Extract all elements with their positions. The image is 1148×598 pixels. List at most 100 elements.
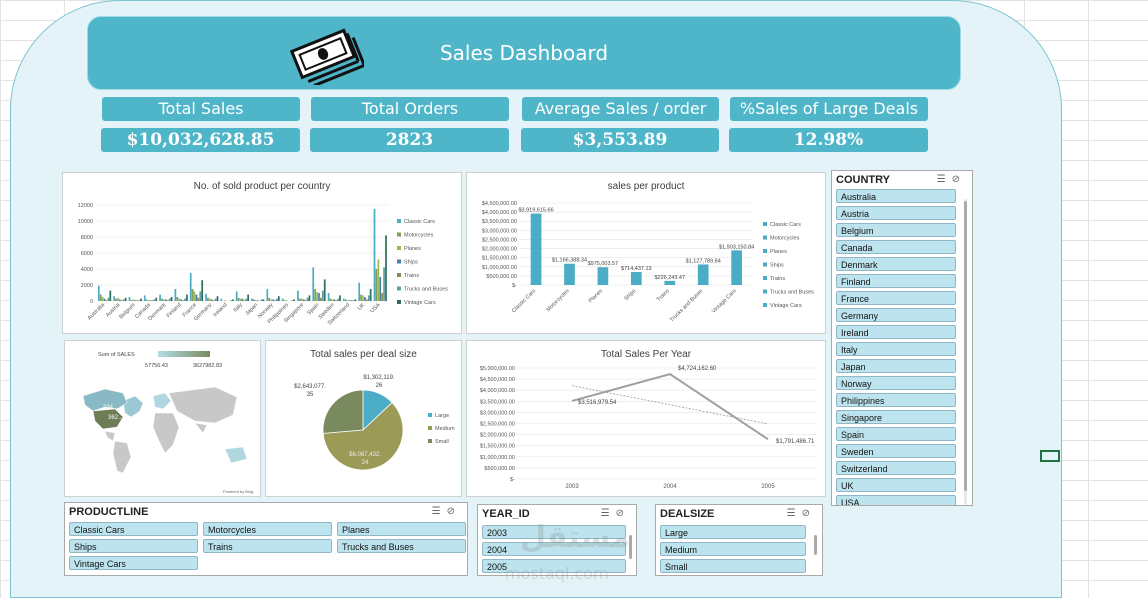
slicer-item[interactable]: Finland [836,274,956,288]
slicer-item[interactable]: UK [836,478,956,492]
clear-filter-icon[interactable]: ⊘ [801,508,816,519]
slicer-item[interactable]: Switzerland [836,461,956,475]
bar [103,298,106,301]
data-label: $1,302,119. 26 [363,375,395,389]
slicer-item[interactable]: 2003 [482,525,626,539]
bar [530,213,542,285]
chart-sales-per-product[interactable]: sales per product $- $500,000.00 $1,000,00… [466,172,826,334]
selected-cell[interactable] [1040,450,1060,462]
bar [262,299,265,301]
legend-entry: Planes [770,249,787,255]
bar [352,300,355,301]
bar [115,298,117,301]
dealsize-slicer[interactable]: DEALSIZE ☰⊘ Large Medium Small [655,504,823,576]
slicer-title: PRODUCTLINE [69,506,149,518]
slicer-scroll-thumb[interactable] [964,201,967,491]
slicer-item[interactable]: Belgium [836,223,956,237]
slicer-item[interactable]: Australia [836,189,956,203]
chart-sales-per-year[interactable]: Total Sales Per Year $- $500,000.00 $1,000… [466,340,826,497]
bar [256,300,259,301]
bar [293,299,295,301]
slicer-item[interactable]: Trains [203,539,332,553]
bar [212,300,215,301]
pie-slice [322,389,364,434]
clear-filter-icon[interactable]: ⊘ [951,174,966,185]
bar [385,235,387,301]
slicer-item[interactable]: France [836,291,956,305]
slicer-item[interactable]: Classic Cars [69,522,198,536]
bar [281,298,284,301]
data-label-line: $2,643,077. [294,384,326,390]
slicer-item[interactable]: 2005 [482,559,626,573]
y-tick-label: $- [512,283,517,289]
legend-entry: Vintage Cars [770,303,802,309]
sales-map[interactable]: Sum of SALES 57756.43 3627982.83 224... … [64,340,261,497]
slicer-item[interactable]: Trucks and Buses [337,539,466,553]
slicer-item[interactable]: Germany [836,308,956,322]
bar [291,300,294,301]
clear-filter-icon[interactable]: ⊘ [615,508,630,519]
bar [377,259,380,301]
data-label-line: 35 [307,392,314,398]
data-label: $3,516,979.54 [578,400,617,406]
legend-entry: Vintage Cars [404,300,436,306]
bar [138,300,140,301]
y-tick-label: $1,500,000.00 [480,444,515,450]
bar [285,300,288,301]
slicer-item[interactable]: USA [836,495,956,505]
legend-entry: Classic Cars [404,219,435,225]
country-slicer[interactable]: COUNTRY ☰⊘ Australia Austria Belgium Canada… [831,170,973,506]
multi-select-icon[interactable]: ☰ [600,508,616,519]
slicer-item[interactable]: Italy [836,342,956,356]
bar [344,299,347,301]
bar [272,299,274,301]
slicer-item[interactable]: Medium [660,542,806,556]
bar [235,291,238,301]
year-slicer[interactable]: YEAR_ID ☰⊘ 2003 2004 2005 [477,504,637,576]
data-label: $226,243.47 [654,275,685,281]
productline-slicer[interactable]: PRODUCTLINE ☰⊘ Classic Cars Motorcycles Pl… [64,502,468,576]
x-tick-label: 2005 [761,484,775,490]
bar [306,297,309,301]
slicer-item[interactable]: Canada [836,240,956,254]
y-tick-label: $4,500,000.00 [482,201,517,207]
y-tick-label: $3,000,000.00 [482,228,517,234]
multi-select-icon[interactable]: ☰ [431,506,447,517]
slicer-item[interactable]: Vintage Cars [69,556,198,570]
clear-filter-icon[interactable]: ⊘ [446,506,461,517]
bar [564,263,575,285]
y-tick-label: $2,000,000.00 [482,247,517,253]
slicer-item[interactable]: Motorcycles [203,522,332,536]
slicer-item[interactable]: Sweden [836,444,956,458]
chart-sales-per-deal-size[interactable]: Total sales per deal size $1,302,119. 26 $… [265,340,462,497]
multi-select-icon[interactable]: ☰ [936,174,952,185]
slicer-item[interactable]: Denmark [836,257,956,271]
bar [161,298,163,301]
slicer-item[interactable]: Planes [337,522,466,536]
legend-entry: Planes [404,246,421,252]
slicer-item[interactable]: Ships [69,539,198,553]
y-tick-label: $- [510,477,515,483]
kpi-label-total-sales: Total Sales [102,97,300,121]
multi-select-icon[interactable]: ☰ [786,508,802,519]
slicer-item[interactable]: Ireland [836,325,956,339]
slicer-item[interactable]: Philippines [836,393,956,407]
slicer-scrollbar[interactable] [629,535,632,559]
slicer-scrollbar[interactable] [814,535,817,555]
slicer-item[interactable]: Austria [836,206,956,220]
bar [335,300,338,301]
slicer-item[interactable]: Large [660,525,806,539]
slicer-item[interactable]: Singapore [836,410,956,424]
x-tick-label: Belgium [118,302,137,321]
slicer-item[interactable]: Small [660,559,806,573]
map-legend-max: 3627982.83 [193,363,222,369]
legend-entry: Trucks and Buses [404,287,448,293]
slicer-item[interactable]: Norway [836,376,956,390]
slicer-item[interactable]: Japan [836,359,956,373]
chart-products-per-country[interactable]: No. of sold product per country 0 2000 400… [62,172,462,334]
legend-swatch [397,219,401,223]
slicer-item[interactable]: 2004 [482,542,626,556]
slicer-item[interactable]: Spain [836,427,956,441]
x-tick-label: Vintage Cars [711,288,738,315]
y-tick-label: 6000 [81,251,93,257]
